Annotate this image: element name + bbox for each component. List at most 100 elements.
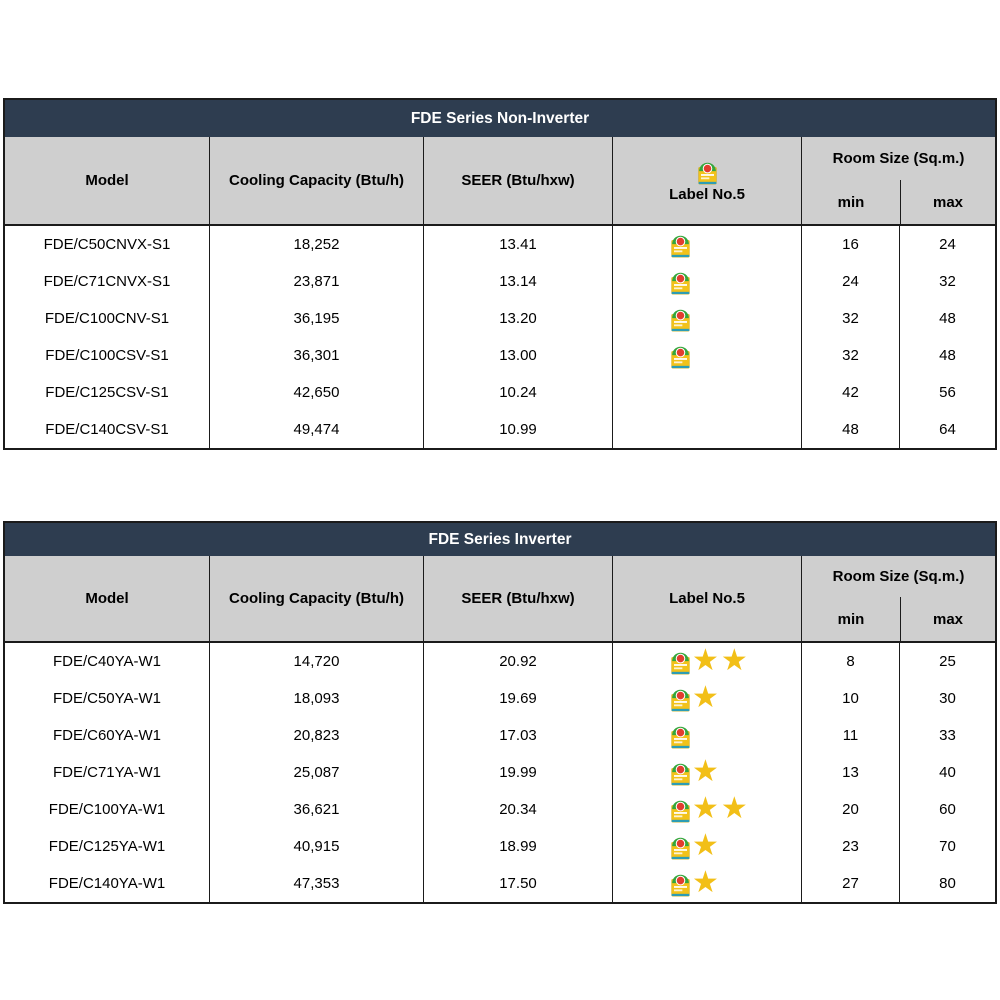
seer-cell: 13.14: [424, 263, 613, 300]
star-icon: ★: [692, 680, 719, 714]
label-no5-cell: [613, 300, 802, 337]
seer-cell: 20.34: [424, 791, 613, 828]
energy-label-no5-icon: [671, 834, 690, 860]
room-max-cell: 64: [939, 421, 956, 438]
cooling-capacity-cell: 49,474: [210, 411, 424, 448]
model-cell: FDE/C50YA-W1: [5, 680, 210, 717]
table-row: FDE/C100CSV-S1 36,301 13.00 32 48: [5, 337, 995, 374]
seer-cell: 20.92: [424, 643, 613, 680]
energy-label-no5-icon: [671, 232, 690, 258]
model-cell: FDE/C40YA-W1: [5, 643, 210, 680]
table-fde-non-inverter: FDE Series Non-Inverter Model Cooling Ca…: [3, 98, 997, 450]
col-header-model: Model: [5, 137, 210, 224]
col-header-max: max: [900, 597, 995, 641]
room-min-cell: 27: [802, 865, 900, 902]
cooling-capacity-cell: 23,871: [210, 263, 424, 300]
label-no5-cell: [613, 374, 802, 411]
model-cell: FDE/C50CNVX-S1: [5, 226, 210, 263]
label-no5-cell: [613, 263, 802, 300]
star-icon: ★: [720, 643, 748, 677]
table-body: FDE/C40YA-W1 14,720 20.92 ★ ★ 8 25 FDE/C50YA-W1…: [5, 641, 995, 902]
col-header-room-size-group: Room Size (Sq.m.) min max: [802, 137, 995, 224]
seer-cell: 19.99: [424, 754, 613, 791]
col-header-seer: SEER (Btu/hxw): [424, 556, 613, 641]
energy-label-no5-icon: [671, 686, 690, 712]
label-no5-cell: [613, 226, 802, 263]
col-header-model: Model: [5, 556, 210, 641]
star-icon: ★: [692, 754, 719, 788]
model-cell: FDE/C100YA-W1: [5, 791, 210, 828]
room-max-cell: 70: [939, 838, 956, 855]
energy-label-no5-icon: [671, 306, 690, 332]
label-no5-cell: ★: [613, 828, 802, 865]
label-no5-cell: ★ ★: [613, 643, 802, 680]
room-min-cell: 16: [802, 226, 900, 263]
room-min-cell: 13: [802, 754, 900, 791]
cooling-capacity-cell: 36,301: [210, 337, 424, 374]
room-max-cell: 40: [939, 764, 956, 781]
energy-label-no5-icon: [671, 797, 690, 823]
room-max-cell: 25: [939, 653, 956, 670]
col-header-room-size-group: Room Size (Sq.m.) min max: [802, 556, 995, 641]
model-cell: FDE/C60YA-W1: [5, 717, 210, 754]
col-header-room-size: Room Size (Sq.m.): [832, 568, 965, 585]
table-header-row: Model Cooling Capacity (Btu/h) SEER (Btu…: [5, 137, 995, 224]
seer-cell: 13.20: [424, 300, 613, 337]
room-max-cell: 48: [939, 347, 956, 364]
cooling-capacity-cell: 40,915: [210, 828, 424, 865]
col-header-cooling-capacity: Cooling Capacity (Btu/h): [210, 556, 424, 641]
model-cell: FDE/C100CSV-S1: [5, 337, 210, 374]
seer-cell: 17.50: [424, 865, 613, 902]
table-fde-inverter: FDE Series Inverter Model Cooling Capaci…: [3, 521, 997, 904]
room-max-cell: 30: [939, 690, 956, 707]
table-row: FDE/C50CNVX-S1 18,252 13.41 16 24: [5, 226, 995, 263]
room-min-cell: 32: [802, 337, 900, 374]
room-min-cell: 8: [802, 643, 900, 680]
room-min-cell: 42: [802, 374, 900, 411]
cooling-capacity-cell: 20,823: [210, 717, 424, 754]
room-max-cell: 33: [939, 727, 956, 744]
col-header-min: min: [837, 610, 865, 628]
model-cell: FDE/C125YA-W1: [5, 828, 210, 865]
label-no5-cell: ★ ★: [613, 791, 802, 828]
col-header-seer: SEER (Btu/hxw): [424, 137, 613, 224]
label-no5-cell: [613, 717, 802, 754]
label-no5-cell: [613, 411, 802, 448]
table-title: FDE Series Inverter: [5, 523, 995, 556]
seer-cell: 19.69: [424, 680, 613, 717]
cooling-capacity-cell: 18,093: [210, 680, 424, 717]
energy-label-no5-icon: [671, 269, 690, 295]
cooling-capacity-cell: 36,195: [210, 300, 424, 337]
table-title: FDE Series Non-Inverter: [5, 100, 995, 137]
seer-cell: 17.03: [424, 717, 613, 754]
table-body: FDE/C50CNVX-S1 18,252 13.41 16 24 FDE/C71CNVX…: [5, 224, 995, 448]
col-header-label-no5-text: Label No.5: [669, 185, 745, 203]
table-header-row: Model Cooling Capacity (Btu/h) SEER (Btu…: [5, 556, 995, 641]
seer-cell: 18.99: [424, 828, 613, 865]
label-no5-cell: ★: [613, 680, 802, 717]
table-row: FDE/C140CSV-S1 49,474 10.99 48 64: [5, 411, 995, 448]
cooling-capacity-cell: 18,252: [210, 226, 424, 263]
cooling-capacity-cell: 14,720: [210, 643, 424, 680]
table-row: FDE/C50YA-W1 18,093 19.69 ★ 10 30: [5, 680, 995, 717]
seer-cell: 13.41: [424, 226, 613, 263]
label-no5-cell: ★: [613, 754, 802, 791]
energy-label-no5-icon: [671, 649, 690, 675]
energy-label-no5-icon: [671, 760, 690, 786]
cooling-capacity-cell: 47,353: [210, 865, 424, 902]
seer-cell: 13.00: [424, 337, 613, 374]
room-min-cell: 11: [802, 717, 900, 754]
room-max-cell: 32: [939, 273, 956, 290]
energy-label-no5-icon: [671, 723, 690, 749]
room-min-cell: 23: [802, 828, 900, 865]
cooling-capacity-cell: 25,087: [210, 754, 424, 791]
room-max-cell: 80: [939, 875, 956, 892]
table-row: FDE/C71YA-W1 25,087 19.99 ★ 13 40: [5, 754, 995, 791]
table-row: FDE/C125CSV-S1 42,650 10.24 42 56: [5, 374, 995, 411]
star-icon: ★: [692, 865, 719, 899]
star-icon: ★: [692, 828, 719, 862]
col-header-room-size: Room Size (Sq.m.): [832, 150, 965, 167]
room-max-cell: 48: [939, 310, 956, 327]
cooling-capacity-cell: 36,621: [210, 791, 424, 828]
table-row: FDE/C60YA-W1 20,823 17.03 11 33: [5, 717, 995, 754]
